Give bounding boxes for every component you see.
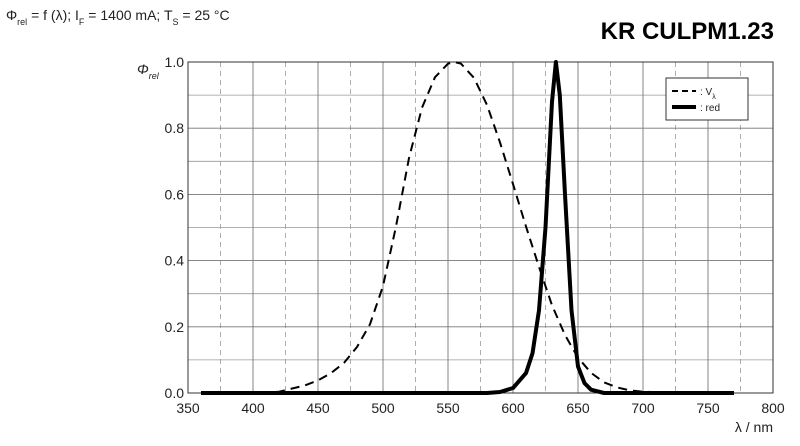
text-part: = 1400 mA; T [84,7,173,23]
y-tick-label: 0.4 [165,253,185,269]
x-tick-label: 600 [501,400,525,416]
chart-heading: KR CULPM1.23 [601,18,774,45]
y-tick-label: 1.0 [165,54,185,70]
x-tick-label: 450 [306,400,330,416]
subscript: rel [17,17,27,27]
text-part: : V [700,87,713,98]
text-part: Φ [6,7,17,23]
subscript: S [173,17,179,27]
x-tick-label: 750 [696,400,720,416]
subscript: F [79,17,85,27]
series-line [201,60,734,395]
x-tick-label: 700 [631,400,655,416]
y-axis-label: Φrel [137,61,160,81]
text-part: = 25 °C [179,7,230,23]
subscript: rel [149,71,160,81]
x-tick-label: 800 [761,400,785,416]
y-tick-label: 0.8 [165,120,185,136]
y-tick-label: 0.2 [165,319,185,335]
x-tick-label: 650 [566,400,590,416]
text-part: Φ [137,61,149,77]
x-tick-label: 350 [176,400,200,416]
x-tick-label: 500 [371,400,395,416]
series-line [200,61,734,394]
chart-title: Φrel = f (λ); IF = 1400 mA; TS = 25 °C [6,7,230,27]
text-part: = f (λ); I [27,7,79,23]
legend-label: : red [700,103,720,114]
x-tick-label: 550 [436,400,460,416]
legend-label: : Vλ [700,87,716,101]
legend-box [665,77,749,121]
y-tick-label: 0.0 [165,385,185,401]
x-axis-label: λ / nm [735,419,773,435]
subscript: λ [712,94,716,101]
y-tick-label: 0.6 [165,186,185,202]
x-tick-label: 400 [241,400,265,416]
